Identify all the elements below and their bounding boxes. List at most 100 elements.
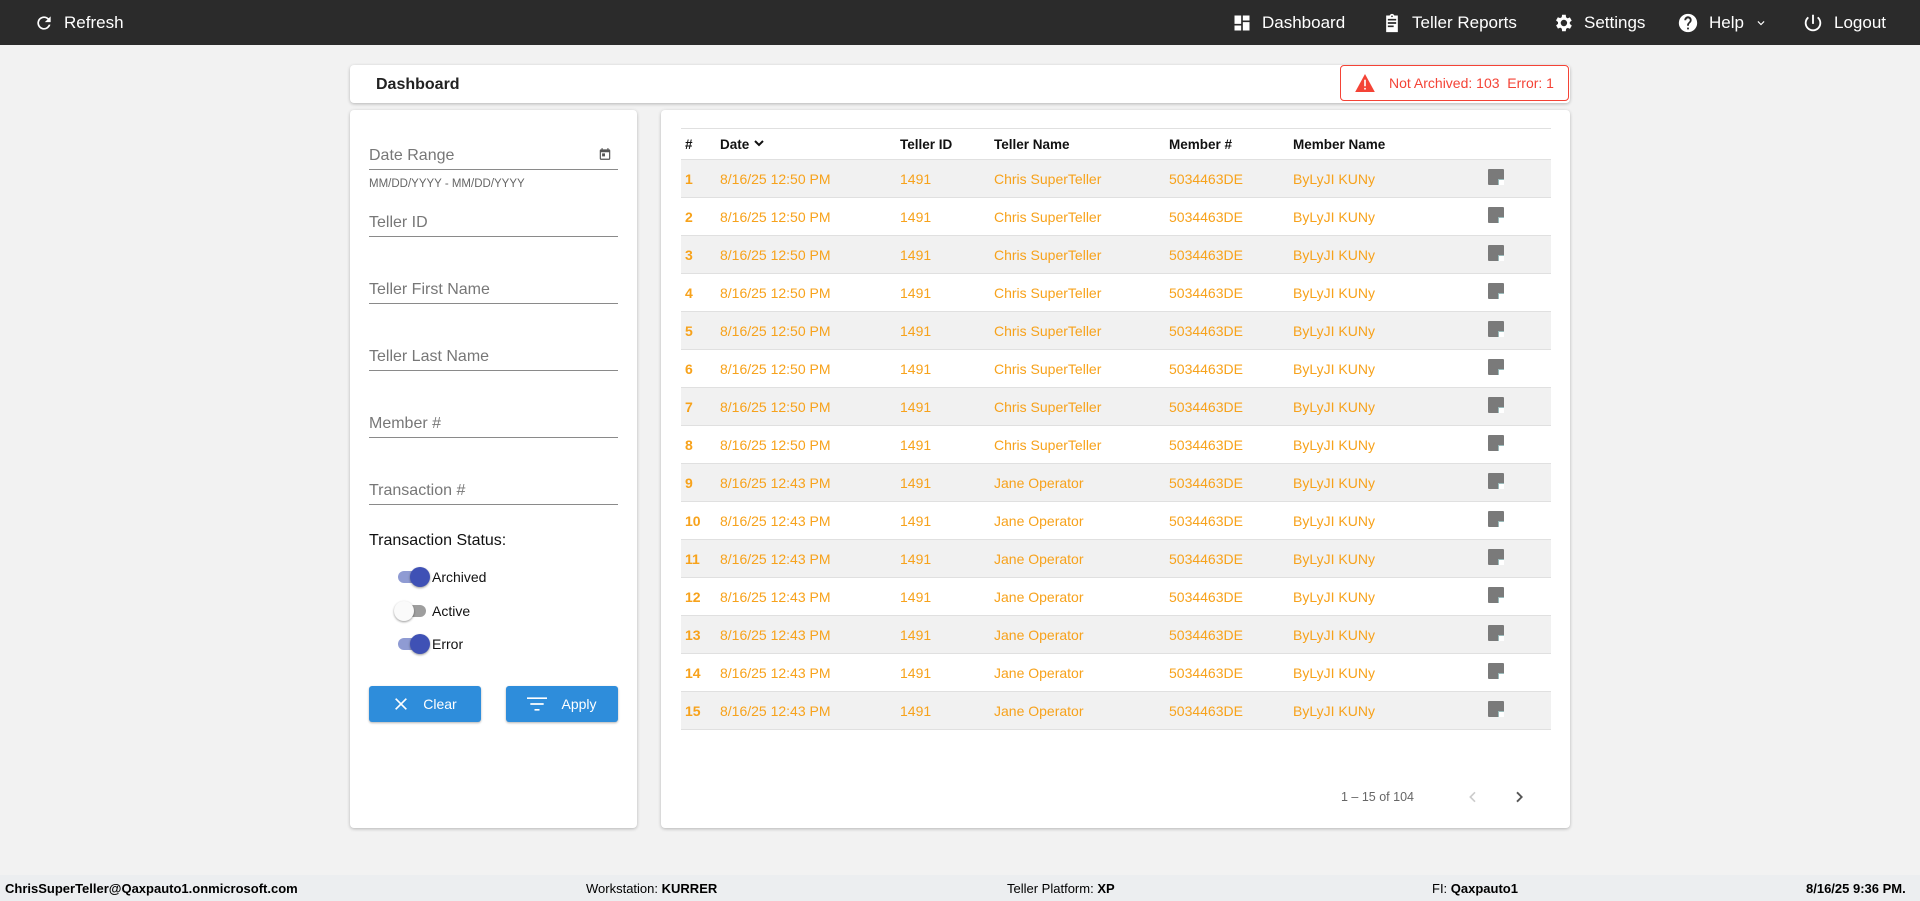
table-row[interactable]: 5 8/16/25 12:50 PM 1491 Chris SuperTeller 50…	[681, 311, 1551, 350]
row-number: 13	[681, 615, 720, 654]
toggle-error[interactable]: Error	[398, 634, 463, 654]
gear-icon	[1556, 14, 1572, 31]
table-row[interactable]: 10 8/16/25 12:43 PM 1491 Jane Operator 50344…	[681, 501, 1551, 540]
apply-button[interactable]: Apply	[506, 686, 618, 722]
note-icon[interactable]	[1488, 321, 1504, 337]
row-actions	[1488, 159, 1551, 198]
clear-button[interactable]: Clear	[369, 686, 481, 722]
note-icon[interactable]	[1488, 245, 1504, 261]
calendar-icon[interactable]	[598, 147, 612, 161]
row-member-number: 5034463DE	[1169, 273, 1293, 312]
row-actions	[1488, 653, 1551, 692]
member-number-input[interactable]: Member #	[369, 415, 618, 438]
table-row[interactable]: 12 8/16/25 12:43 PM 1491 Jane Operator 50344…	[681, 577, 1551, 616]
note-icon[interactable]	[1488, 473, 1504, 489]
note-icon[interactable]	[1488, 283, 1504, 299]
teller-last-name-input[interactable]: Teller Last Name	[369, 348, 618, 371]
note-icon[interactable]	[1488, 549, 1504, 565]
toggle-track[interactable]	[394, 601, 426, 621]
row-teller-name: Chris SuperTeller	[994, 349, 1169, 388]
row-teller-name: Jane Operator	[994, 691, 1169, 730]
table-row[interactable]: 8 8/16/25 12:50 PM 1491 Chris SuperTeller 50…	[681, 425, 1551, 464]
note-icon[interactable]	[1488, 701, 1504, 717]
row-date: 8/16/25 12:50 PM	[720, 197, 900, 236]
row-member-number: 5034463DE	[1169, 691, 1293, 730]
nav-dashboard[interactable]: Dashboard	[1232, 0, 1345, 45]
toggle-active[interactable]: Active	[394, 601, 471, 621]
toggle-track[interactable]	[398, 567, 430, 587]
table-row[interactable]: 7 8/16/25 12:50 PM 1491 Chris SuperTeller 50…	[681, 387, 1551, 426]
note-icon[interactable]	[1488, 663, 1504, 679]
toggle-label: Active	[432, 603, 471, 619]
refresh-button[interactable]: Refresh	[34, 0, 124, 45]
toggle-track[interactable]	[398, 634, 430, 654]
table-row[interactable]: 15 8/16/25 12:43 PM 1491 Jane Operator 50344…	[681, 691, 1551, 730]
row-number: 15	[681, 691, 720, 730]
row-teller-id: 1491	[900, 463, 994, 502]
logout-button[interactable]: Logout	[1802, 0, 1886, 45]
nav-settings[interactable]: Settings	[1552, 0, 1645, 45]
footer-workstation: Workstation: KURRER	[586, 881, 717, 896]
note-icon[interactable]	[1488, 511, 1504, 527]
table-row[interactable]: 1 8/16/25 12:50 PM 1491 Chris SuperTeller 50…	[681, 159, 1551, 198]
row-number: 7	[681, 387, 720, 426]
note-icon[interactable]	[1488, 207, 1504, 223]
col-header-teller-id[interactable]: Teller ID	[900, 128, 994, 160]
table-row[interactable]: 14 8/16/25 12:43 PM 1491 Jane Operator 50344…	[681, 653, 1551, 692]
col-header-member-number[interactable]: Member #	[1169, 128, 1293, 160]
row-member-name: ByLyJI KUNy	[1293, 615, 1488, 654]
row-date: 8/16/25 12:50 PM	[720, 273, 900, 312]
table-row[interactable]: 6 8/16/25 12:50 PM 1491 Chris SuperTeller 50…	[681, 349, 1551, 388]
platform-value: XP	[1097, 881, 1115, 896]
status-footer: ChrisSuperTeller@Qaxpauto1.onmicrosoft.c…	[0, 875, 1920, 901]
archive-status-alert[interactable]: Not Archived: 103 Error: 1	[1340, 65, 1569, 101]
note-icon[interactable]	[1488, 359, 1504, 375]
table-row[interactable]: 11 8/16/25 12:43 PM 1491 Jane Operator 50344…	[681, 539, 1551, 578]
row-member-name: ByLyJI KUNy	[1293, 577, 1488, 616]
row-member-name: ByLyJI KUNy	[1293, 159, 1488, 198]
teller-id-input[interactable]: Teller ID	[369, 214, 618, 237]
toggle-label: Archived	[432, 569, 487, 585]
warning-icon	[1355, 74, 1375, 92]
table-row[interactable]: 2 8/16/25 12:50 PM 1491 Chris SuperTeller 50…	[681, 197, 1551, 236]
row-member-number: 5034463DE	[1169, 463, 1293, 502]
nav-help[interactable]: Help	[1677, 0, 1768, 45]
table-row[interactable]: 13 8/16/25 12:43 PM 1491 Jane Operator 50344…	[681, 615, 1551, 654]
row-teller-id: 1491	[900, 425, 994, 464]
col-header-member-name[interactable]: Member Name	[1293, 128, 1488, 160]
col-header-number[interactable]: #	[681, 128, 720, 160]
row-member-number: 5034463DE	[1169, 425, 1293, 464]
row-teller-name: Chris SuperTeller	[994, 425, 1169, 464]
col-header-date[interactable]: Date	[720, 128, 900, 160]
note-icon[interactable]	[1488, 397, 1504, 413]
note-icon[interactable]	[1488, 169, 1504, 185]
col-header-teller-name[interactable]: Teller Name	[994, 128, 1169, 160]
footer-fi: FI: Qaxpauto1	[1432, 881, 1518, 896]
table-row[interactable]: 3 8/16/25 12:50 PM 1491 Chris SuperTeller 50…	[681, 235, 1551, 274]
note-icon[interactable]	[1488, 625, 1504, 641]
table-row[interactable]: 4 8/16/25 12:50 PM 1491 Chris SuperTeller 50…	[681, 273, 1551, 312]
nav-teller-reports[interactable]: Teller Reports	[1382, 0, 1517, 45]
toggle-archived[interactable]: Archived	[398, 567, 487, 587]
prev-page-icon[interactable]	[1465, 788, 1481, 806]
row-number: 2	[681, 197, 720, 236]
refresh-label: Refresh	[64, 12, 124, 32]
transaction-number-input[interactable]: Transaction #	[369, 482, 618, 505]
row-actions	[1488, 387, 1551, 426]
workstation-label: Workstation:	[586, 881, 659, 896]
row-date: 8/16/25 12:43 PM	[720, 539, 900, 578]
next-page-icon[interactable]	[1511, 788, 1527, 806]
table-row[interactable]: 9 8/16/25 12:43 PM 1491 Jane Operator 503446…	[681, 463, 1551, 502]
teller-first-name-input[interactable]: Teller First Name	[369, 281, 618, 304]
row-actions	[1488, 273, 1551, 312]
row-teller-name: Chris SuperTeller	[994, 387, 1169, 426]
row-teller-name: Jane Operator	[994, 463, 1169, 502]
footer-platform: Teller Platform: XP	[1007, 881, 1115, 896]
row-teller-name: Jane Operator	[994, 653, 1169, 692]
row-member-name: ByLyJI KUNy	[1293, 425, 1488, 464]
note-icon[interactable]	[1488, 587, 1504, 603]
row-member-name: ByLyJI KUNy	[1293, 539, 1488, 578]
date-range-input[interactable]: Date Range	[369, 147, 618, 170]
row-date: 8/16/25 12:43 PM	[720, 577, 900, 616]
note-icon[interactable]	[1488, 435, 1504, 451]
